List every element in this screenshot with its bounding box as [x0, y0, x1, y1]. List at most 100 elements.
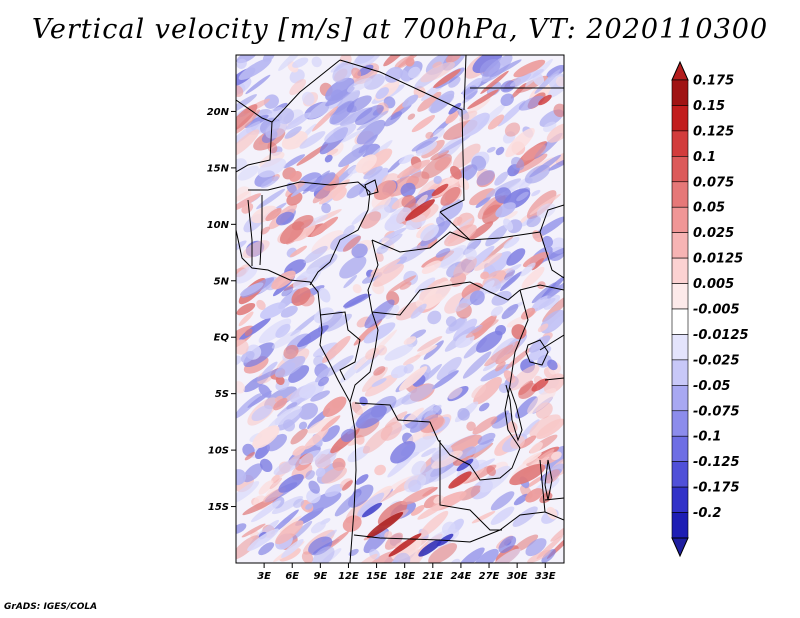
velocity-patch [265, 208, 282, 222]
border-chad-car [371, 231, 471, 253]
velocity-patch [548, 315, 564, 331]
lon-tick-label: 18E [394, 571, 415, 582]
velocity-patch [313, 342, 338, 358]
velocity-patch [469, 290, 485, 306]
border-cameroon-car [367, 239, 379, 313]
velocity-patch [411, 460, 427, 476]
velocity-patch [293, 498, 305, 509]
velocity-patch [471, 458, 496, 473]
velocity-extreme [531, 378, 549, 392]
velocity-patch [499, 271, 523, 292]
velocity-patch [291, 214, 314, 231]
velocity-patch [444, 224, 477, 247]
velocity-patch [236, 190, 250, 205]
velocity-patch [282, 419, 296, 432]
velocity-patch [241, 523, 266, 538]
velocity-patch [355, 474, 369, 485]
lat-tick-label: 10S [208, 446, 229, 457]
velocity-patch [476, 330, 503, 353]
velocity-patch [401, 383, 435, 405]
velocity-patch [411, 115, 436, 133]
border-benin-togo [247, 195, 263, 266]
velocity-patch [526, 215, 541, 228]
colorbar-segment [671, 206, 689, 233]
velocity-patch [479, 465, 511, 493]
velocity-patch [236, 58, 247, 70]
velocity-patch [354, 55, 376, 64]
velocity-patch [289, 520, 313, 542]
velocity-patch [297, 325, 329, 348]
velocity-patch [278, 55, 305, 71]
velocity-patch [384, 344, 414, 361]
velocity-patch [237, 165, 259, 181]
velocity-patch [371, 378, 387, 387]
velocity-patch [252, 425, 280, 449]
velocity-patch [522, 144, 546, 161]
velocity-patch [236, 193, 262, 212]
border-chad-libya [339, 59, 465, 213]
velocity-patch [236, 302, 256, 316]
velocity-patch [411, 136, 439, 152]
velocity-patch [252, 367, 283, 383]
velocity-patch [458, 547, 485, 563]
velocity-patch [505, 347, 532, 370]
colorbar-label: -0.1 [693, 430, 721, 445]
velocity-patch [343, 293, 368, 308]
velocity-patch [518, 95, 545, 111]
velocity-patch [394, 55, 415, 69]
velocity-patch [351, 67, 362, 79]
velocity-patch [384, 531, 393, 539]
velocity-patch [347, 77, 373, 93]
velocity-patch [430, 149, 449, 161]
velocity-patch [529, 335, 551, 353]
velocity-patch [274, 406, 302, 426]
colorbar-label: 0.05 [693, 201, 725, 216]
border-ethiopia [539, 231, 564, 279]
velocity-patch [433, 69, 461, 88]
velocity-patch [487, 114, 505, 130]
velocity-patch [301, 91, 315, 106]
lat-tick-label: 15N [207, 163, 230, 174]
velocity-patch [270, 509, 299, 535]
velocity-patch [364, 299, 395, 329]
velocity-patch [509, 463, 546, 486]
velocity-patch [461, 112, 490, 137]
velocity-patch [340, 428, 356, 443]
velocity-patch [410, 504, 425, 516]
velocity-patch [323, 355, 354, 378]
velocity-patch [351, 210, 369, 225]
velocity-patch [242, 240, 270, 259]
velocity-patch [495, 202, 516, 218]
velocity-patch [457, 407, 470, 421]
velocity-patch [275, 520, 304, 545]
colorbar-segment [671, 105, 689, 132]
velocity-patch [301, 551, 314, 563]
velocity-patch [346, 183, 366, 199]
velocity-patch [414, 277, 436, 294]
velocity-patch [494, 187, 512, 204]
velocity-patch [471, 384, 487, 399]
velocity-patch [273, 397, 288, 411]
velocity-patch [418, 510, 449, 538]
velocity-patch [275, 375, 285, 386]
velocity-patch [498, 536, 517, 553]
velocity-patch [520, 262, 536, 277]
velocity-patch [414, 344, 438, 358]
velocity-patch [313, 307, 334, 324]
velocity-patch [321, 466, 348, 484]
velocity-patch [421, 153, 452, 179]
velocity-patch [303, 427, 329, 450]
velocity-patch [281, 539, 304, 558]
velocity-patch [236, 393, 262, 419]
velocity-patch [390, 365, 408, 379]
velocity-patch [324, 483, 344, 497]
velocity-extreme [362, 502, 382, 518]
velocity-patch [351, 243, 368, 259]
velocity-patch [425, 131, 434, 139]
velocity-patch [504, 122, 521, 137]
velocity-patch [236, 85, 244, 97]
velocity-patch [410, 303, 427, 319]
velocity-patch [486, 465, 496, 476]
velocity-patch [427, 310, 442, 325]
velocity-patch [468, 221, 494, 240]
